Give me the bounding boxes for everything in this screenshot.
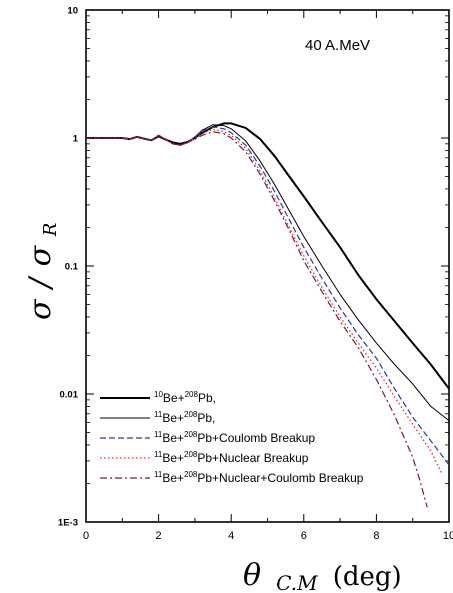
legend: 10Be+208Pb,11Be+208Pb,11Be+208Pb+Coulomb… xyxy=(100,390,364,485)
series-line-4 xyxy=(86,128,443,474)
legend-mass-a: 11 xyxy=(154,470,163,479)
series-line-1 xyxy=(86,122,450,390)
legend-element-a: Be+ xyxy=(162,451,184,465)
x-tick-label: 4 xyxy=(228,530,234,542)
legend-mass-b: 208 xyxy=(184,410,198,419)
legend-element-b: Pb+Coulomb Breakup xyxy=(197,431,315,445)
energy-annotation: 40 A.MeV xyxy=(305,37,370,54)
legend-element-a: Be+ xyxy=(162,471,184,485)
series-layer xyxy=(86,122,450,508)
y-tick-label: 0.01 xyxy=(60,390,79,401)
x-tick-label: 10 xyxy=(443,530,453,542)
legend-label-2: 11Be+208Pb, xyxy=(154,410,215,425)
x-axis-symbol: θ xyxy=(243,558,261,593)
x-tick-label: 2 xyxy=(156,530,162,542)
series-line-5 xyxy=(86,131,428,508)
legend-mass-b: 208 xyxy=(184,470,198,479)
legend-element-b: Pb+Nuclear Breakup xyxy=(197,451,308,465)
x-axis-title: θ C.M (deg) xyxy=(243,558,402,593)
axis-ticks: 0 2 4 6 8 10 1E-3 0.01 0.1 1 10 xyxy=(58,6,453,543)
series-line-2 xyxy=(86,124,450,421)
y-tick-label: 10 xyxy=(67,6,78,17)
legend-element-a: Be+ xyxy=(162,431,184,445)
y-tick-label: 0.1 xyxy=(65,262,79,273)
legend-element-b: Pb, xyxy=(198,391,216,405)
x-tick-label: 8 xyxy=(373,530,379,542)
x-axis-unit: (deg) xyxy=(333,562,402,592)
legend-mass-b: 208 xyxy=(184,430,198,439)
y-tick-label: 1E-3 xyxy=(58,518,78,529)
legend-element-a: Be+ xyxy=(162,411,184,425)
y-axis-denominator: σ xyxy=(23,244,58,266)
y-axis-slash: / xyxy=(23,275,58,291)
y-axis-numerator: σ xyxy=(23,298,58,320)
x-tick-label: 6 xyxy=(301,530,307,542)
legend-label-3: 11Be+208Pb+Coulomb Breakup xyxy=(154,430,315,445)
legend-mass-b: 208 xyxy=(185,390,199,399)
x-tick-label: 0 xyxy=(83,530,89,542)
legend-mass-a: 11 xyxy=(154,410,163,419)
y-axis-title: σ / σ R xyxy=(23,223,61,320)
legend-element-b: Pb+Nuclear+Coulomb Breakup xyxy=(197,471,363,485)
plot-border xyxy=(85,9,450,523)
x-axis-subscript: C.M xyxy=(276,571,318,593)
legend-element-b: Pb, xyxy=(197,411,215,425)
svg-text:σ / σ R: σ / σ R xyxy=(23,223,61,320)
legend-label-4: 11Be+208Pb+Nuclear Breakup xyxy=(154,450,309,465)
legend-mass-a: 11 xyxy=(154,450,163,459)
legend-element-a: Be+ xyxy=(163,391,185,405)
legend-mass-a: 10 xyxy=(154,390,163,399)
y-axis-denominator-subscript: R xyxy=(40,223,61,238)
plot-frame xyxy=(85,9,450,523)
legend-mass-b: 208 xyxy=(184,450,198,459)
legend-label-5: 11Be+208Pb+Nuclear+Coulomb Breakup xyxy=(154,470,364,485)
y-tick-label: 1 xyxy=(73,134,79,145)
legend-label-1: 10Be+208Pb, xyxy=(154,390,216,405)
legend-mass-a: 11 xyxy=(154,430,163,439)
